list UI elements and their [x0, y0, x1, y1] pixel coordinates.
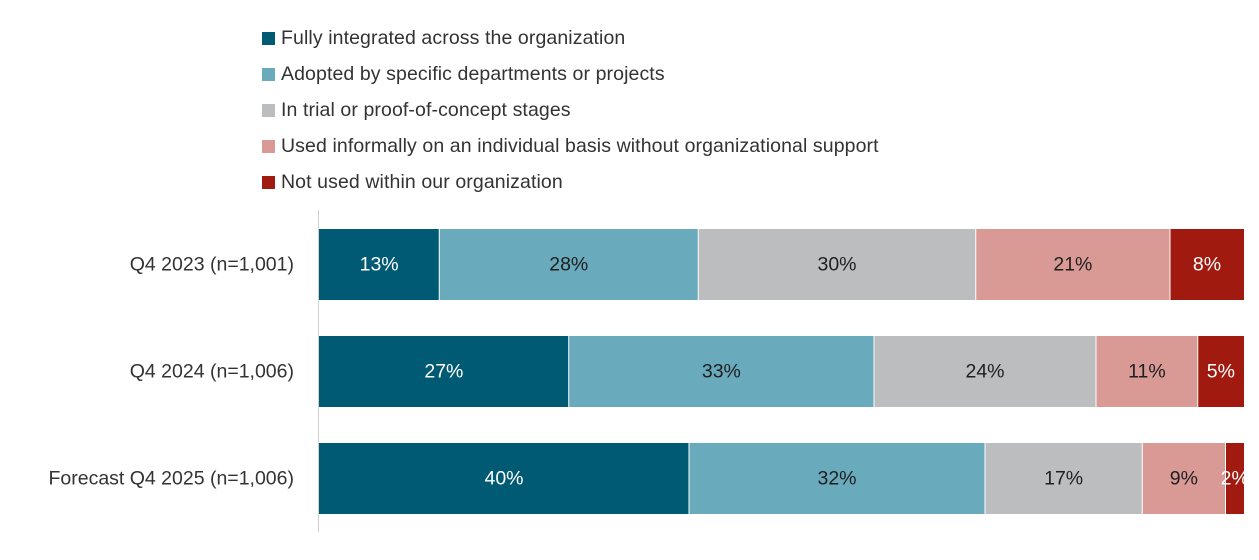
- bar-segment: [568, 336, 874, 407]
- legend-label: Used informally on an individual basis w…: [281, 135, 879, 158]
- category-label: Forecast Q4 2025 (n=1,006): [48, 468, 294, 490]
- category-labels: Q4 2023 (n=1,001) Q4 2024 (n=1,006) Foreca…: [48, 254, 294, 490]
- legend-label: In trial or proof-of-concept stages: [281, 98, 571, 121]
- legend-swatch: [262, 103, 275, 117]
- bar-segment: [1096, 336, 1198, 407]
- bar-segment: [1142, 443, 1226, 514]
- legend-swatch: [262, 31, 275, 45]
- bar-segment: [319, 229, 440, 300]
- bars-group: 13% 28% 30% 21% 8% 27% 33% 24% 11% 5% 40% 32% 17% 9% 2…: [319, 229, 1249, 514]
- data-label: 2%: [1221, 468, 1249, 490]
- bar-segment: [874, 336, 1096, 407]
- legend-swatch: [262, 176, 275, 190]
- legend-item-used-informally: Used informally on an individual basis w…: [262, 129, 879, 165]
- bar-segment: [975, 229, 1170, 300]
- bar-segment: [319, 443, 689, 514]
- data-label: 8%: [1193, 254, 1221, 276]
- bar-segment: [439, 229, 699, 300]
- legend-swatch: [262, 67, 275, 81]
- legend-label: Fully integrated across the organization: [281, 26, 626, 49]
- bar-segment: [985, 443, 1143, 514]
- data-label: 21%: [1053, 254, 1092, 276]
- data-label: 40%: [484, 468, 523, 490]
- bar-segment: [1170, 229, 1244, 300]
- legend-item-not-used: Not used within our organization: [262, 165, 879, 201]
- data-label: 9%: [1170, 468, 1198, 490]
- category-label: Q4 2024 (n=1,006): [130, 361, 294, 383]
- data-label: 24%: [965, 361, 1004, 383]
- legend-label: Adopted by specific departments or proje…: [281, 62, 665, 85]
- legend-swatch: [262, 140, 275, 154]
- bar-segment: [1225, 443, 1244, 514]
- chart-legend: Fully integrated across the organization…: [262, 20, 879, 201]
- bar-segment: [689, 443, 985, 514]
- data-label: 11%: [1128, 361, 1166, 383]
- data-label: 33%: [702, 361, 741, 383]
- data-label: 27%: [424, 361, 463, 383]
- legend-item-adopted-by-departments: Adopted by specific departments or proje…: [262, 56, 879, 92]
- legend-item-fully-integrated: Fully integrated across the organization: [262, 20, 879, 56]
- bar-segment: [698, 229, 976, 300]
- bar-segment: [1197, 336, 1244, 407]
- data-label: 32%: [817, 468, 856, 490]
- data-label: 13%: [360, 254, 399, 276]
- data-label: 5%: [1207, 361, 1235, 383]
- bar-segment: [319, 336, 569, 407]
- data-label: 30%: [817, 254, 856, 276]
- data-label: 28%: [549, 254, 588, 276]
- data-label: 17%: [1044, 468, 1083, 490]
- legend-label: Not used within our organization: [281, 171, 563, 194]
- legend-item-in-trial: In trial or proof-of-concept stages: [262, 92, 879, 128]
- category-label: Q4 2023 (n=1,001): [130, 254, 294, 276]
